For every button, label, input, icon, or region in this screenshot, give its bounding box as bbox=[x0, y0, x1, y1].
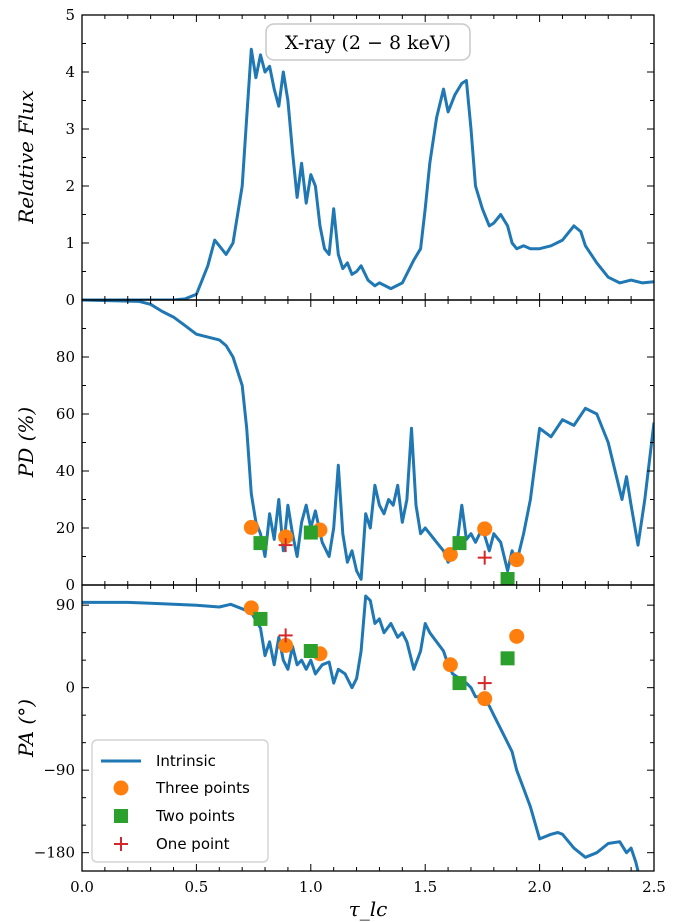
x-axis-label: τ_lc bbox=[349, 897, 388, 921]
pd-one-point-marker bbox=[477, 550, 492, 565]
pd-one-point-marker bbox=[278, 538, 293, 553]
pd-three-point-marker bbox=[477, 521, 493, 537]
x-tick-label: 0.0 bbox=[70, 878, 94, 896]
x-tick-label: 2.0 bbox=[528, 878, 552, 896]
pd-ytick-label: 80 bbox=[56, 348, 75, 366]
pa-two-point-marker bbox=[303, 644, 318, 658]
pd-three-point-marker bbox=[278, 529, 294, 545]
legend-frame bbox=[91, 739, 269, 863]
legend-marker-one bbox=[114, 837, 128, 851]
x-tick-label: 1.0 bbox=[299, 878, 323, 896]
pd-plot-area bbox=[82, 300, 654, 585]
flux-ytick-label: 2 bbox=[65, 177, 75, 195]
legend-marker-three bbox=[113, 780, 129, 796]
pa-ytick-label: −90 bbox=[43, 761, 75, 779]
pd-frame bbox=[81, 299, 655, 586]
legend-marker-two bbox=[114, 809, 128, 823]
legend: Intrinsic Three points Two points One po… bbox=[91, 739, 269, 863]
pa-panel: −180 −90 0 90 0.0 0.5 1.0 1.5 2.0 2.5 bbox=[34, 584, 666, 896]
legend-label-intrinsic: Intrinsic bbox=[156, 752, 216, 770]
pa-one-point-marker bbox=[477, 676, 492, 691]
pa-three-point-marker bbox=[442, 657, 458, 673]
pa-ytick-label: 90 bbox=[56, 596, 75, 614]
flux-ytick-label: 5 bbox=[65, 6, 75, 24]
pd-ytick-label: 40 bbox=[56, 462, 75, 480]
flux-ytick-label: 1 bbox=[65, 234, 75, 252]
pd-intrinsic-line bbox=[82, 300, 654, 581]
flux-intrinsic-line bbox=[82, 47, 654, 300]
pd-ytick-label: 0 bbox=[65, 576, 75, 594]
pa-three-point-marker bbox=[243, 600, 259, 616]
flux-ytick-label: 3 bbox=[65, 120, 75, 138]
pa-two-point-marker bbox=[500, 651, 515, 666]
pd-ytick-label: 20 bbox=[56, 519, 75, 537]
pd-three-point-marker bbox=[509, 552, 525, 568]
pa-plot-area bbox=[82, 594, 640, 871]
pd-three-point-marker bbox=[243, 519, 259, 535]
x-tick-label: 0.5 bbox=[184, 878, 208, 896]
pa-ytick-label: 0 bbox=[65, 679, 75, 697]
pa-three-point-marker bbox=[278, 638, 294, 653]
pd-panel: 0 20 40 60 80 bbox=[56, 299, 655, 594]
flux-plot-area bbox=[82, 47, 654, 300]
pa-three-point-marker bbox=[509, 628, 525, 644]
flux-ytick-label: 4 bbox=[65, 63, 75, 81]
pd-two-point-marker bbox=[303, 525, 318, 540]
pd-two-point-marker bbox=[253, 536, 268, 551]
x-tick-label: 1.5 bbox=[413, 878, 437, 896]
pd-two-point-marker bbox=[452, 536, 467, 551]
pa-three-point-marker bbox=[477, 691, 493, 707]
flux-ytick-label: 0 bbox=[65, 291, 75, 309]
pa-intrinsic-line bbox=[82, 594, 640, 871]
pd-ytick-label: 60 bbox=[56, 405, 75, 423]
legend-label-one: One point bbox=[156, 835, 230, 853]
y-axis-label-flux: Relative Flux bbox=[14, 90, 38, 225]
pa-two-point-marker bbox=[253, 611, 268, 626]
legend-label-three: Three points bbox=[155, 779, 250, 797]
annotation-box bbox=[265, 23, 471, 61]
pa-one-point-marker bbox=[278, 628, 293, 643]
pa-two-point-marker bbox=[452, 676, 467, 691]
x-tick-label: 2.5 bbox=[642, 878, 666, 896]
pa-ytick-label: −180 bbox=[34, 844, 75, 862]
pa-frame bbox=[81, 584, 655, 872]
pd-three-point-marker bbox=[442, 547, 458, 563]
annotation-text: X-ray (2 − 8 keV) bbox=[285, 32, 451, 54]
y-axis-label-pa: PA (°) bbox=[14, 699, 38, 758]
legend-label-two: Two points bbox=[155, 807, 235, 825]
pd-two-point-marker bbox=[500, 572, 515, 585]
flux-annotation: X-ray (2 − 8 keV) bbox=[265, 23, 471, 61]
y-axis-label-pd: PD (%) bbox=[14, 407, 38, 478]
